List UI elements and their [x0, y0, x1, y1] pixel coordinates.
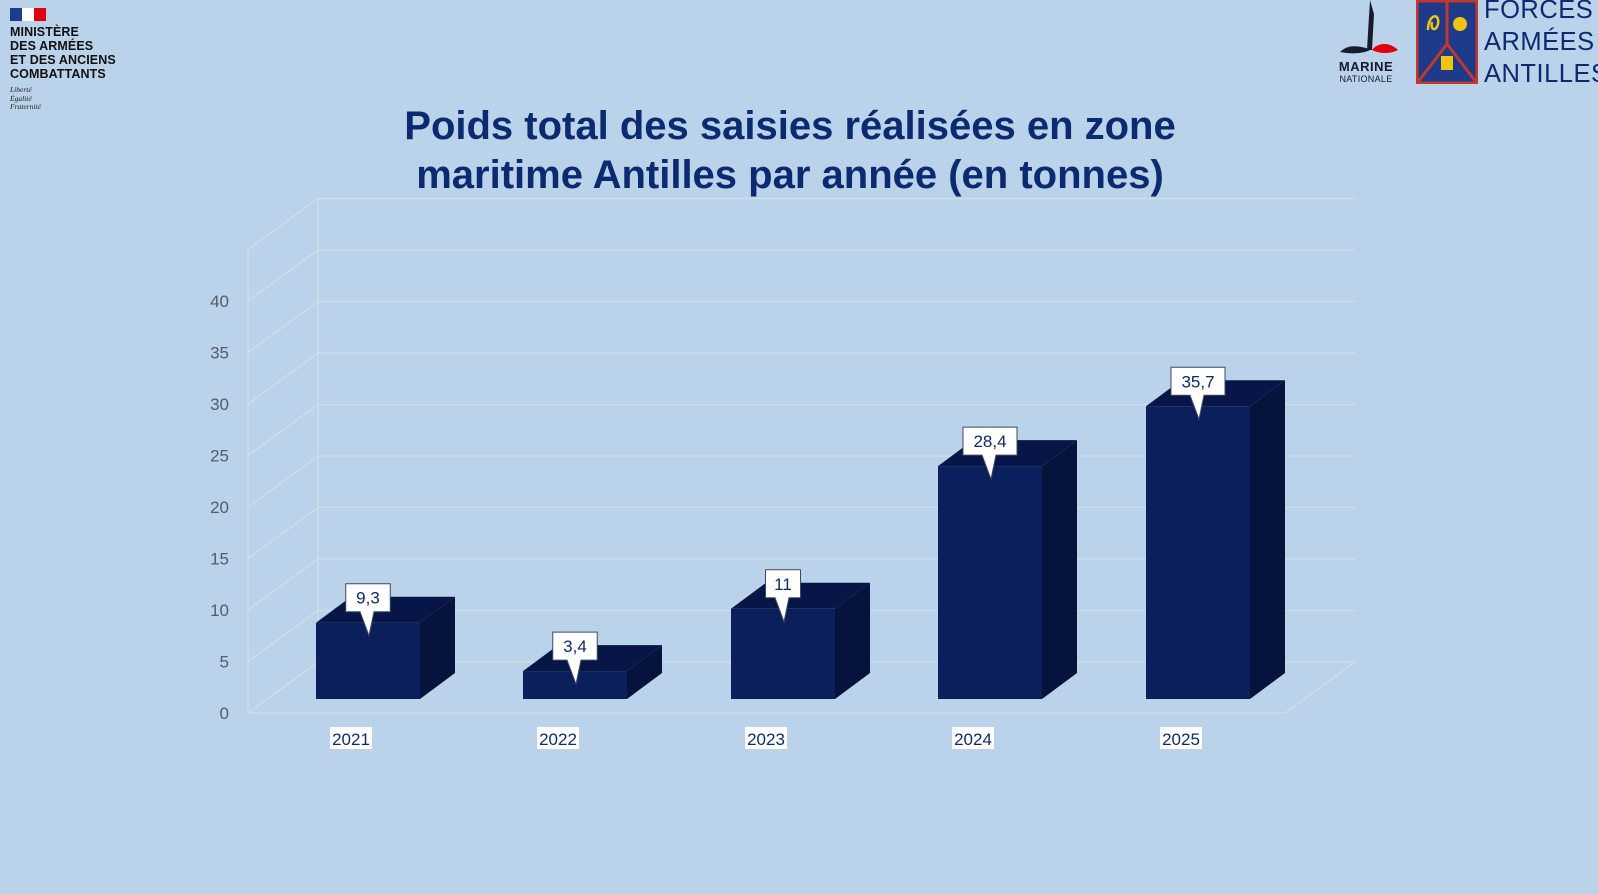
y-tick-label: 25 — [210, 447, 229, 466]
data-label-callout — [962, 426, 1018, 481]
x-tick-label-bg — [330, 727, 372, 749]
y-tick-label: 20 — [210, 498, 229, 517]
data-label-callout — [552, 631, 598, 686]
faa-crest-icon — [1416, 0, 1478, 84]
data-label: 35,7 — [1181, 372, 1214, 391]
x-tick-label: 2025 — [1162, 730, 1200, 749]
x-tick-label: 2022 — [539, 730, 577, 749]
faa-line: FORCES — [1484, 0, 1594, 24]
bar-side — [420, 596, 455, 699]
y-tick-label: 35 — [210, 344, 229, 363]
marine-nationale-label: MARINE NATIONALE — [1334, 59, 1398, 85]
data-label: 3,4 — [563, 637, 587, 656]
data-label-callout — [345, 583, 391, 638]
gridline-side — [247, 403, 319, 457]
marine-line: MARINE — [1338, 59, 1394, 74]
bar-side — [1250, 380, 1285, 699]
x-tick-label: 2021 — [332, 730, 370, 749]
bar — [731, 608, 835, 699]
data-label-callout — [765, 569, 801, 624]
gridline-side — [247, 300, 319, 354]
bar-side — [627, 645, 662, 699]
gridline-side — [247, 455, 319, 508]
gridline-side — [247, 506, 319, 560]
data-label: 9,3 — [356, 589, 380, 608]
data-label: 11 — [774, 575, 792, 594]
faa-line: ANTILLES — [1484, 60, 1598, 88]
gridline-side — [247, 558, 319, 611]
french-flag-icon — [10, 8, 46, 21]
motto-line: Liberté — [10, 85, 32, 94]
gridline-side — [247, 197, 319, 251]
gridline-side — [247, 661, 319, 714]
bar-side — [835, 582, 870, 699]
faa-line: ARMÉES — [1484, 28, 1595, 56]
republic-motto: Liberté Égalité Fraternité — [10, 85, 150, 112]
data-label: 28,4 — [973, 432, 1006, 451]
chart-title-line: maritime Antilles par année (en tonnes) — [416, 153, 1164, 197]
ministry-line: MINISTÈRE — [10, 25, 79, 39]
ministry-logo: MINISTÈRE DES ARMÉES ET DES ANCIENS COMB… — [10, 8, 150, 112]
y-tick-label: 40 — [210, 292, 229, 311]
motto-line: Égalité — [10, 93, 32, 103]
gridline-side — [247, 249, 319, 302]
ministry-line: ET DES ANCIENS — [10, 53, 116, 67]
ministry-line: DES ARMÉES — [10, 39, 94, 53]
x-tick-label-bg — [1160, 727, 1202, 749]
bar — [1146, 406, 1250, 699]
x-tick-label-bg — [745, 727, 787, 749]
marine-nationale-logo-icon — [1340, 0, 1398, 54]
y-tick-label: 30 — [210, 395, 229, 414]
ministry-name: MINISTÈRE DES ARMÉES ET DES ANCIENS COMB… — [10, 25, 150, 81]
chart-title: Poids total des saisies réalisées en zon… — [300, 102, 1280, 200]
y-tick-label: 0 — [220, 704, 229, 723]
marine-line: NATIONALE — [1339, 74, 1393, 84]
gridline-side — [247, 352, 319, 405]
gridline-side — [247, 609, 319, 663]
ministry-line: COMBATTANTS — [10, 67, 106, 81]
bar — [316, 622, 420, 699]
y-tick-label: 5 — [220, 653, 229, 672]
bar-side — [1042, 440, 1077, 699]
bar — [938, 466, 1042, 699]
y-tick-label: 15 — [210, 550, 229, 569]
y-tick-label: 10 — [210, 601, 229, 620]
x-tick-label: 2024 — [954, 730, 992, 749]
x-tick-label-bg — [537, 727, 579, 749]
chart-title-line: Poids total des saisies réalisées en zon… — [404, 104, 1176, 148]
faa-label: FORCES ARMÉES ANTILLES — [1484, 0, 1598, 90]
data-label-callout — [1170, 366, 1226, 422]
motto-line: Fraternité — [10, 102, 41, 111]
x-tick-label-bg — [952, 727, 994, 749]
x-tick-label: 2023 — [747, 730, 785, 749]
